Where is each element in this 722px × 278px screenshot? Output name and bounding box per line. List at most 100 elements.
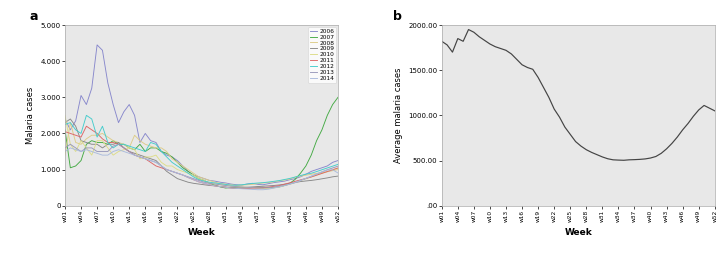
2008 <box>334 168 342 171</box>
2009 <box>211 184 219 187</box>
2012 <box>238 183 246 187</box>
Line: 2011: 2011 <box>65 126 338 188</box>
2008 <box>66 121 74 124</box>
2014 <box>232 187 240 190</box>
2010 <box>264 187 273 190</box>
2009 <box>334 174 342 178</box>
2010 <box>82 146 91 150</box>
Line: 2014: 2014 <box>65 148 338 190</box>
2011 <box>194 180 203 183</box>
2012 <box>232 183 240 187</box>
2010 <box>189 173 198 177</box>
2006 <box>232 183 240 187</box>
2006 <box>194 175 203 178</box>
X-axis label: Week: Week <box>188 228 215 237</box>
2010 <box>318 172 326 175</box>
2007 <box>227 186 235 189</box>
2009 <box>194 182 203 186</box>
2009 <box>238 186 246 189</box>
2009 <box>66 117 74 121</box>
2007 <box>243 186 251 190</box>
2007 <box>82 143 91 146</box>
2006 <box>61 117 69 121</box>
2013 <box>61 146 69 150</box>
2012 <box>61 123 69 126</box>
2011 <box>248 187 257 190</box>
2013 <box>87 146 96 150</box>
2014 <box>334 171 342 175</box>
2007 <box>61 128 69 131</box>
2011 <box>87 128 96 131</box>
Y-axis label: Malaria cases: Malaria cases <box>26 87 35 144</box>
2009 <box>61 121 69 124</box>
2009 <box>232 186 240 190</box>
X-axis label: Week: Week <box>565 228 592 237</box>
Y-axis label: Average malaria cases: Average malaria cases <box>393 68 403 163</box>
2009 <box>248 185 257 188</box>
2006 <box>162 153 171 157</box>
2011 <box>238 187 246 190</box>
2012 <box>194 178 203 181</box>
2014 <box>211 184 219 187</box>
2012 <box>211 181 219 185</box>
2014 <box>162 168 171 171</box>
2011 <box>61 130 69 133</box>
2008 <box>87 133 96 137</box>
2011 <box>162 168 171 171</box>
2010 <box>227 185 235 188</box>
2013 <box>232 185 240 188</box>
Line: 2013: 2013 <box>65 144 338 188</box>
2012 <box>334 163 342 166</box>
2010 <box>334 167 342 170</box>
2012 <box>248 182 257 185</box>
Line: 2010: 2010 <box>65 115 338 188</box>
2009 <box>87 143 96 146</box>
2010 <box>61 114 69 117</box>
2007 <box>157 150 165 153</box>
Line: 2012: 2012 <box>65 115 338 185</box>
2013 <box>66 143 74 146</box>
2010 <box>157 161 165 164</box>
2011 <box>211 184 219 187</box>
Line: 2008: 2008 <box>65 123 338 185</box>
2006 <box>238 183 246 187</box>
2013 <box>243 186 251 189</box>
2006 <box>92 43 101 46</box>
2014 <box>66 146 74 150</box>
Line: 2007: 2007 <box>65 97 338 188</box>
2008 <box>162 150 171 153</box>
2009 <box>162 170 171 173</box>
Text: b: b <box>393 10 401 23</box>
2006 <box>82 103 91 106</box>
2006 <box>334 159 342 162</box>
2011 <box>232 187 240 190</box>
2007 <box>189 173 198 177</box>
2012 <box>82 114 91 117</box>
2008 <box>194 175 203 178</box>
2008 <box>61 153 69 157</box>
2014 <box>87 150 96 153</box>
2007 <box>318 128 326 131</box>
2007 <box>238 187 246 190</box>
2013 <box>194 179 203 182</box>
2008 <box>238 183 246 187</box>
Legend: 2006, 2007, 2008, 2009, 2010, 2011, 2012, 2013, 2014: 2006, 2007, 2008, 2009, 2010, 2011, 2012… <box>308 27 336 83</box>
2007 <box>334 96 342 99</box>
2006 <box>211 180 219 183</box>
2011 <box>82 125 91 128</box>
2013 <box>162 168 171 171</box>
2014 <box>243 187 251 191</box>
Text: a: a <box>30 10 38 23</box>
2008 <box>232 184 240 187</box>
2011 <box>334 166 342 170</box>
2014 <box>194 180 203 183</box>
2013 <box>258 186 267 190</box>
2010 <box>238 185 246 188</box>
2012 <box>87 117 96 121</box>
2008 <box>211 181 219 184</box>
2014 <box>258 188 267 192</box>
Line: 2009: 2009 <box>65 119 338 188</box>
2012 <box>162 155 171 158</box>
2008 <box>248 183 257 186</box>
2006 <box>248 182 257 185</box>
